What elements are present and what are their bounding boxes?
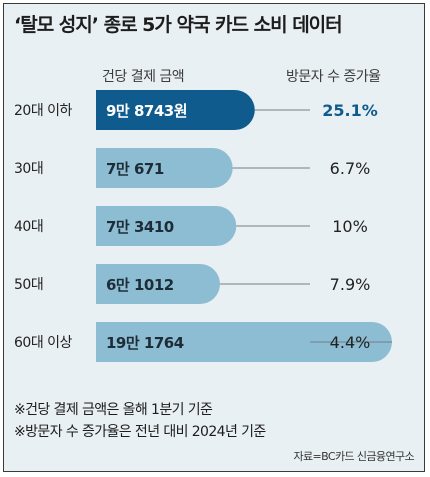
infographic-frame: ‘탈모 성지’ 종로 5가 약국 카드 소비 데이터 건당 결제 금액 방문자 …: [3, 3, 425, 472]
header-payment-per-transaction: 건당 결제 금액: [102, 69, 185, 85]
growth-rate-label: 25.1%: [322, 101, 378, 120]
growth-rate-label: 7.9%: [330, 275, 371, 294]
amount-label: 7만 3410: [106, 218, 174, 236]
category-label: 40대: [14, 219, 43, 235]
growth-rate-label: 6.7%: [330, 159, 371, 178]
bar: [96, 90, 255, 130]
category-label: 60대 이상: [14, 335, 73, 351]
category-label: 50대: [14, 277, 43, 293]
category-label: 30대: [14, 161, 43, 177]
category-label: 20대 이하: [14, 103, 73, 119]
footnotes: ※건당 결제 금액은 올해 1분기 기준 ※방문자 수 증가율은 전년 대비 2…: [14, 399, 266, 443]
footnote-payment: ※건당 결제 금액은 올해 1분기 기준: [14, 402, 213, 418]
bar: [96, 264, 220, 304]
growth-rate-label: 4.4%: [330, 333, 371, 352]
bar-chart: 20대 이하 9만 8743원 25.1% 30대 7만 671 6.7% 40대 7만 34…: [14, 90, 392, 362]
amount-label: 19만 1764: [106, 334, 184, 352]
chart-title: ‘탈모 성지’ 종로 5가 약국 카드 소비 데이터: [14, 14, 343, 36]
amount-label: 7만 671: [106, 160, 164, 178]
amount-label: 9만 8743원: [106, 102, 187, 120]
bar: [96, 322, 392, 362]
source-credit: 자료=BC카드 신금융연구소: [293, 450, 414, 463]
bar: [96, 206, 237, 246]
bar: [96, 148, 233, 188]
header-visitor-growth: 방문자 수 증가율: [286, 69, 381, 85]
footnote-growth: ※방문자 수 증가율은 전년 대비 2024년 기준: [14, 424, 266, 440]
growth-rate-label: 10%: [332, 217, 368, 236]
amount-label: 6만 1012: [106, 276, 174, 294]
